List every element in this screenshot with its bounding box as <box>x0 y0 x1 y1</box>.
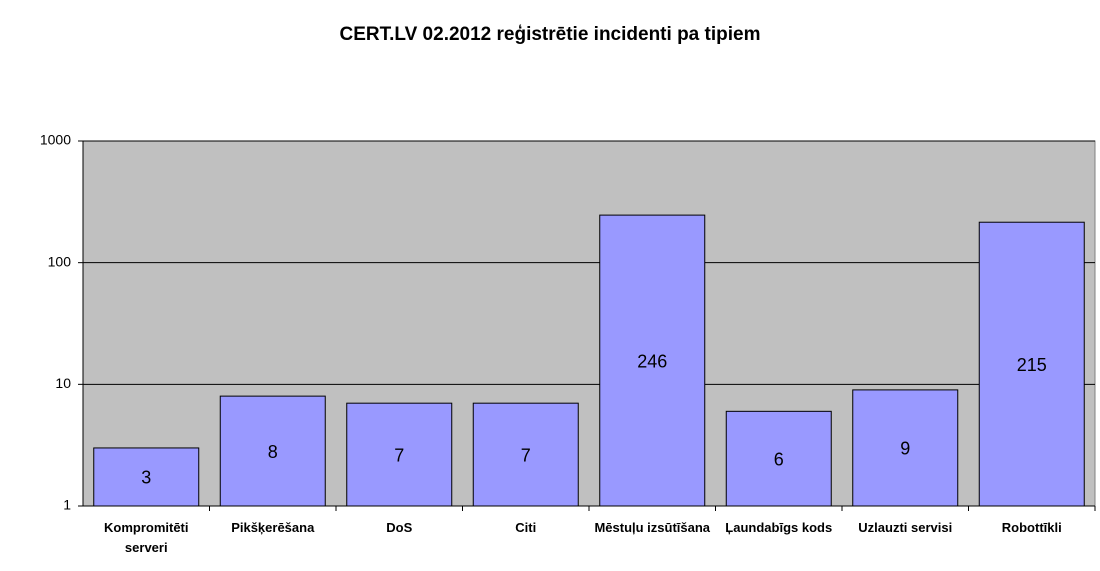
x-tick-label: Pikšķerēšana <box>231 520 315 535</box>
x-tick-label: Mēstuļu izsūtīšana <box>594 520 711 535</box>
x-tick-label: Ļaundabīgs kods <box>725 520 833 535</box>
y-tick-label: 1000 <box>40 132 71 148</box>
y-tick-label: 1 <box>63 497 71 513</box>
value-label: 3 <box>141 468 151 488</box>
bar <box>599 214 706 507</box>
value-label: 7 <box>394 445 404 465</box>
y-tick-label: 100 <box>48 253 72 269</box>
y-tick-label: 10 <box>55 375 71 391</box>
value-label: 246 <box>637 351 667 371</box>
chart-title: CERT.LV 02.2012 reģistrētie incidenti pa… <box>340 24 761 45</box>
x-tick-label: DoS <box>386 520 413 535</box>
bar <box>219 395 326 507</box>
bar <box>978 221 1085 507</box>
bar <box>472 402 579 507</box>
value-label: 6 <box>774 449 784 469</box>
x-tick-label: Citi <box>515 520 537 535</box>
bar <box>93 447 200 507</box>
x-tick-label: Robottīkli <box>1001 520 1062 535</box>
bar <box>346 402 453 507</box>
x-tick-label: Uzlauzti servisi <box>858 520 953 535</box>
bar <box>725 410 832 507</box>
value-label: 215 <box>1017 355 1047 375</box>
value-label: 9 <box>900 439 910 459</box>
value-label: 8 <box>268 442 278 462</box>
value-label: 7 <box>521 445 531 465</box>
x-tick-label: Kompromitēti serveri <box>104 520 189 555</box>
